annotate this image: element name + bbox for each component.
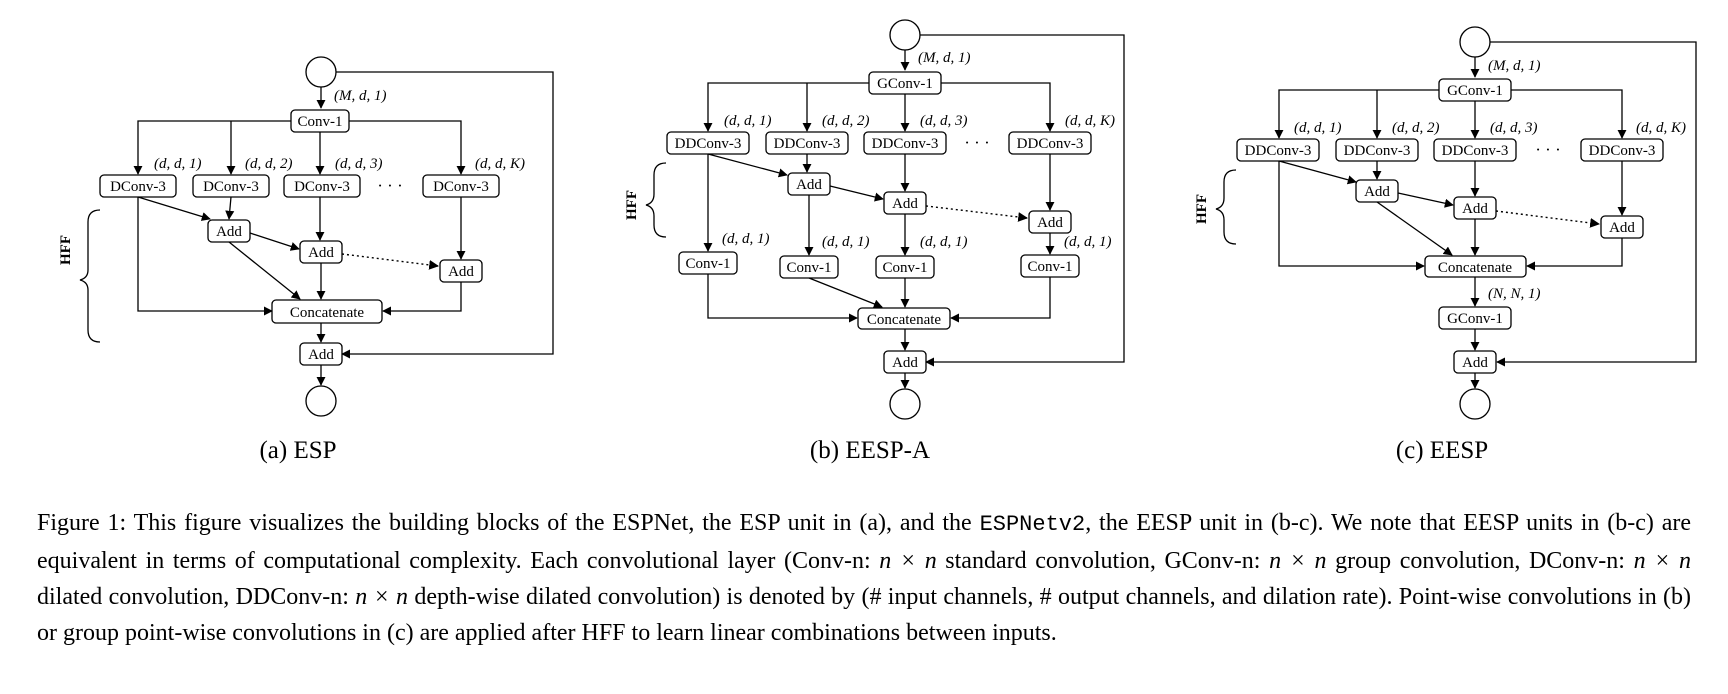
add-label: Add — [448, 264, 474, 280]
concatenate-block — [857, 307, 951, 330]
concatenate-label: Concatenate — [867, 312, 941, 328]
conv-annotation-2: (d, d, 1) — [822, 234, 870, 250]
add-label: Add — [1462, 355, 1488, 371]
branch-annotation-k: (d, d, K) — [1065, 113, 1115, 129]
ddconv3-label: DDConv-3 — [1589, 143, 1656, 159]
add-label: Add — [308, 347, 334, 363]
post-annotation: (N, N, 1) — [1488, 286, 1541, 302]
branch-annotation-3: (d, d, 3) — [1490, 120, 1538, 136]
ddconv3-label: DDConv-3 — [774, 136, 841, 152]
ddconv3-label: DDConv-3 — [1245, 143, 1312, 159]
add-label: Add — [308, 245, 334, 261]
dconv3-label: DConv-3 — [203, 179, 259, 195]
hff-label: HFF — [624, 190, 640, 220]
caption-math: n × n — [1269, 548, 1327, 574]
branch-annotation-k: (d, d, K) — [475, 156, 525, 172]
input-annotation: (M, d, 1) — [1488, 58, 1541, 74]
conv-annotation-k: (d, d, 1) — [1064, 234, 1112, 250]
conv-annotation-1: (d, d, 1) — [722, 231, 770, 247]
input-annotation: (M, d, 1) — [918, 50, 971, 66]
branch-annotation-3: (d, d, 3) — [920, 113, 968, 129]
branch-annotation-k: (d, d, K) — [1636, 120, 1686, 136]
caption-text: , the EESP unit in (b-c). We note that E… — [37, 510, 1691, 574]
caption-text: dilated convolution, DDConv-n: — [37, 584, 356, 610]
hff-brace — [1215, 169, 1237, 245]
branch-annotation-2: (d, d, 2) — [1392, 120, 1440, 136]
figure-caption: Figure 1: This figure visualizes the bui… — [37, 505, 1691, 651]
panel-title: (a) ESP — [259, 437, 336, 464]
ddconv3-label: DDConv-3 — [1442, 143, 1509, 159]
add-label: Add — [892, 196, 918, 212]
gconv1-post-label: GConv-1 — [1447, 311, 1503, 327]
conv1-label: Conv-1 — [298, 114, 343, 130]
panel-eesp: (M, d, 1) GConv-1 (d, d, 1) (d, d, 2) (d… — [1194, 26, 1697, 464]
ddconv3-label: DDConv-3 — [872, 136, 939, 152]
concatenate-label: Concatenate — [290, 305, 364, 321]
panel-eesp-a: (M, d, 1) GConv-1 (d, d, 1) (d, d, 2) (d… — [624, 19, 1125, 464]
conv1-label: Conv-1 — [686, 256, 731, 272]
gconv1-label: GConv-1 — [877, 76, 933, 92]
dconv3-block-3 — [283, 174, 361, 198]
ellipsis: · · · — [1535, 140, 1560, 159]
branch-annotation-1: (d, d, 1) — [724, 113, 772, 129]
add-label: Add — [1364, 184, 1390, 200]
caption-math: n × n — [879, 548, 937, 574]
ellipsis: · · · — [377, 176, 402, 195]
ellipsis: · · · — [964, 133, 989, 152]
add-label: Add — [216, 224, 242, 240]
ddconv3-block-1 — [1236, 138, 1320, 162]
caption-text: depth-wise dilated convolution) is denot… — [37, 584, 1691, 646]
caption-text: standard convolution, GConv-n: — [936, 548, 1270, 574]
input-node — [889, 19, 921, 51]
conv-annotation-3: (d, d, 1) — [920, 234, 968, 250]
caption-code: ESPNetv2 — [979, 512, 1086, 537]
output-node — [1459, 388, 1491, 420]
caption-text: group convolution, DConv-n: — [1326, 548, 1634, 574]
panel-title: (c) EESP — [1396, 437, 1488, 464]
hff-brace — [79, 209, 101, 343]
add-label: Add — [892, 355, 918, 371]
branch-annotation-2: (d, d, 2) — [822, 113, 870, 129]
figure-diagram: (M, d, 1) Conv-1 (d, d, 1) (d, d, 2) (d,… — [58, 19, 1697, 464]
conv1-label: Conv-1 — [883, 260, 928, 276]
branch-annotation-1: (d, d, 1) — [154, 156, 202, 172]
output-node — [889, 388, 921, 420]
input-node — [305, 56, 337, 88]
concatenate-label: Concatenate — [1438, 260, 1512, 276]
hff-label: HFF — [1194, 194, 1210, 224]
add-label: Add — [796, 177, 822, 193]
panel-esp: (M, d, 1) Conv-1 (d, d, 1) (d, d, 2) (d,… — [58, 56, 554, 464]
branch-annotation-2: (d, d, 2) — [245, 156, 293, 172]
add-label: Add — [1037, 215, 1063, 231]
conv1-label: Conv-1 — [787, 260, 832, 276]
panel-title: (b) EESP-A — [810, 437, 930, 464]
dconv3-label: DConv-3 — [294, 179, 350, 195]
output-node — [305, 385, 337, 417]
concatenate-block — [271, 299, 383, 324]
input-annotation: (M, d, 1) — [334, 88, 387, 104]
dconv3-label: DConv-3 — [110, 179, 166, 195]
dconv3-label: DConv-3 — [433, 179, 489, 195]
caption-math: n × n — [1633, 548, 1691, 574]
add-label: Add — [1609, 220, 1635, 236]
add-label: Add — [1462, 201, 1488, 217]
branch-annotation-1: (d, d, 1) — [1294, 120, 1342, 136]
ddconv3-label: DDConv-3 — [1017, 136, 1084, 152]
caption-math: n × n — [355, 584, 409, 610]
hff-label: HFF — [58, 235, 74, 265]
gconv1-label: GConv-1 — [1447, 83, 1503, 99]
input-node — [1459, 26, 1491, 58]
ddconv3-label: DDConv-3 — [675, 136, 742, 152]
ddconv3-label: DDConv-3 — [1344, 143, 1411, 159]
caption-text: Figure 1: This figure visualizes the bui… — [37, 510, 980, 536]
hff-brace — [645, 162, 667, 238]
branch-annotation-3: (d, d, 3) — [335, 156, 383, 172]
conv1-label: Conv-1 — [1028, 259, 1073, 275]
